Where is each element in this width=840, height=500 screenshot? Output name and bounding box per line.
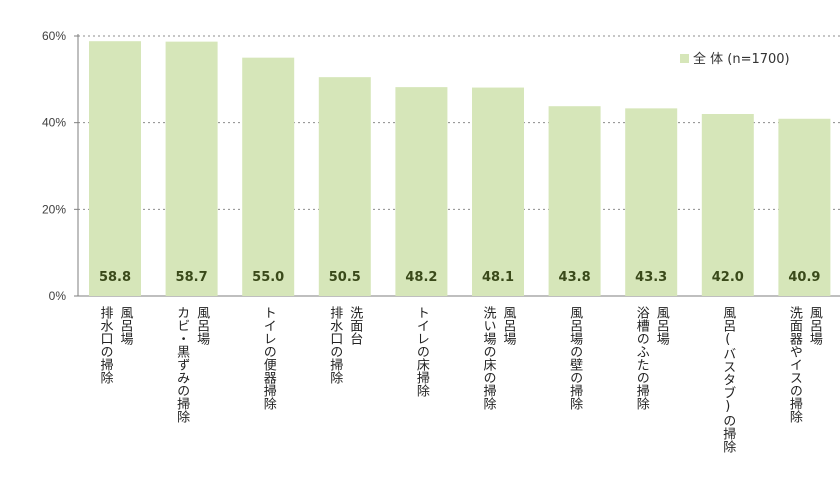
- y-tick-label: 0%: [49, 289, 67, 303]
- category-label: 排水口の掃除: [98, 306, 114, 384]
- bar: [165, 41, 218, 297]
- category-label: 洗面器やイスの掃除: [787, 306, 803, 423]
- data-label: 58.7: [176, 270, 208, 285]
- category-label: 風呂(バスタブ)の掃除: [720, 306, 736, 453]
- data-label: 48.1: [482, 270, 514, 285]
- bar: [778, 118, 831, 297]
- category-label: 浴槽のふたの掃除: [634, 306, 650, 410]
- legend-swatch: [680, 54, 689, 63]
- category-label: 風呂場: [118, 306, 134, 345]
- legend-label: 全 体 (n=1700): [693, 51, 790, 67]
- data-label: 42.0: [712, 270, 744, 285]
- y-tick-label: 20%: [42, 202, 66, 216]
- category-label: 風呂場の壁の掃除: [567, 306, 583, 410]
- category-label: カビ・黒ずみの掃除: [174, 306, 190, 423]
- bar: [318, 77, 371, 297]
- category-label: トイレの便器掃除: [261, 306, 277, 410]
- data-label: 55.0: [252, 270, 284, 285]
- bar: [701, 114, 754, 296]
- category-label: 排水口の掃除: [327, 306, 343, 384]
- bar: [472, 87, 524, 296]
- data-label: 48.2: [405, 270, 437, 285]
- category-label: 風呂場: [194, 306, 210, 345]
- category-label: 風呂場: [807, 306, 823, 345]
- bar: [625, 108, 678, 296]
- category-label: 風呂場: [654, 306, 670, 345]
- y-tick-label: 40%: [42, 116, 66, 130]
- category-label: 洗い場の床の掃除: [481, 306, 497, 410]
- data-label: 43.8: [559, 270, 591, 285]
- bar: [89, 41, 141, 297]
- data-label: 40.9: [788, 270, 820, 285]
- bar: [395, 87, 448, 296]
- category-label: トイレの床掃除: [414, 306, 430, 397]
- data-label: 58.8: [99, 270, 131, 285]
- bar: [242, 57, 295, 296]
- y-tick-label: 60%: [42, 29, 66, 43]
- category-label: 洗面台: [347, 306, 363, 345]
- data-label: 43.3: [635, 270, 667, 285]
- category-label: 風呂場: [501, 306, 517, 345]
- bar: [548, 106, 601, 296]
- data-label: 50.5: [329, 270, 361, 285]
